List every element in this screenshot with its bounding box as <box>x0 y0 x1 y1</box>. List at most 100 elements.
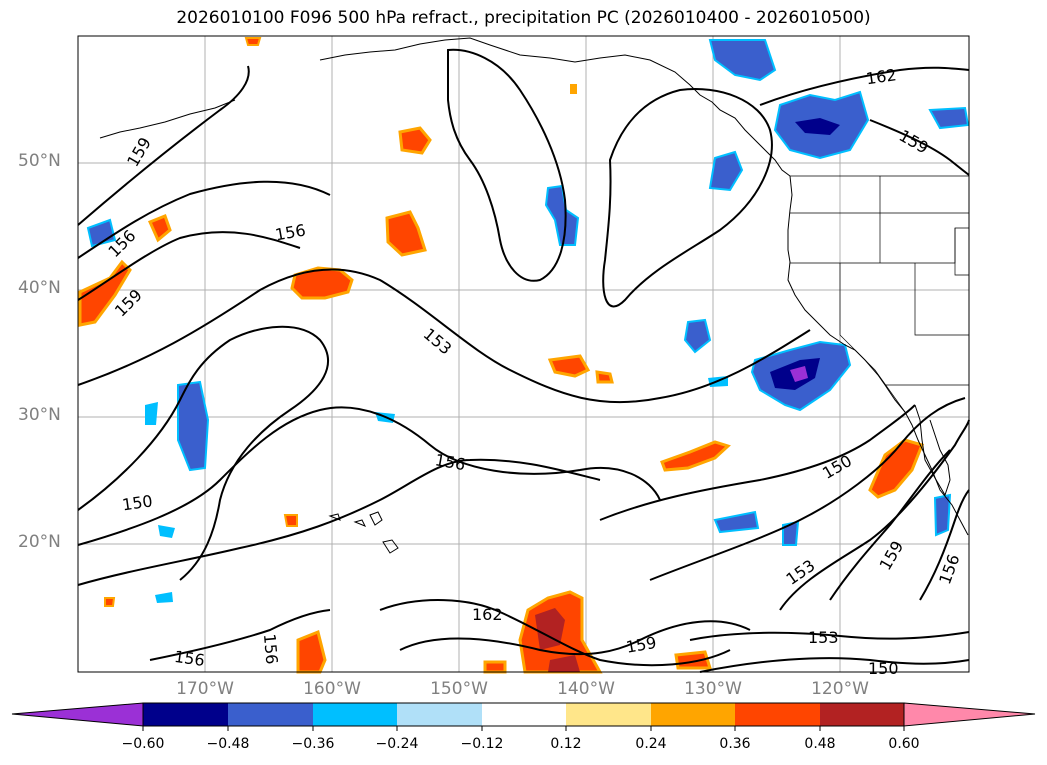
colorbar-swatch <box>651 703 735 726</box>
baja-coast <box>914 404 951 497</box>
colorbar-tick-label: −0.24 <box>375 736 419 752</box>
colorbar <box>11 702 1036 731</box>
contour-153-bottom <box>689 631 970 641</box>
colorbar-tick-label: −0.48 <box>206 736 250 752</box>
alaska-coast <box>319 37 791 177</box>
precip-patch-vancouver <box>708 150 744 192</box>
contour-loop-central <box>602 88 773 308</box>
contour-156-bottom <box>149 609 331 661</box>
contour-label: 153 <box>808 628 839 647</box>
contour-156-se <box>919 489 970 601</box>
contour-label: 150 <box>868 659 899 678</box>
colorbar-swatch <box>397 703 482 726</box>
contour-159-se <box>829 449 951 601</box>
colorbar-swatch <box>482 703 566 726</box>
contour-label: 162 <box>472 605 503 624</box>
precip-patch-nw-canada <box>708 39 777 82</box>
contour-label: 162 <box>865 65 898 88</box>
precip-patch-30n-small <box>145 402 158 425</box>
precip-patch-west-edge <box>78 259 132 327</box>
colorbar-ticks <box>142 726 905 731</box>
colorbar-tick-label: 0.24 <box>635 736 667 752</box>
precip-patch-30n <box>177 380 210 472</box>
contour-label: 156 <box>260 633 282 665</box>
precip-patch-tiny4 <box>570 84 577 94</box>
lat-label: 30°N <box>18 405 61 425</box>
colorbar-swatch <box>735 703 820 726</box>
precip-patch-south-mid <box>483 660 507 674</box>
precip-negative-areas <box>86 39 970 603</box>
contour-153-east <box>649 397 966 581</box>
contour-156-west <box>77 180 331 259</box>
precip-patch-north-pacific <box>398 126 432 155</box>
colorbar-tick-label: −0.36 <box>291 736 335 752</box>
map-frame <box>77 35 970 673</box>
precip-patch-baja <box>868 438 925 499</box>
lon-label: 170°W <box>176 679 234 699</box>
colorbar-tick-label: 0.36 <box>719 736 751 752</box>
colorbar-swatch <box>903 702 1036 727</box>
contour-label: 156 <box>173 647 206 670</box>
precip-patch-subtropical <box>660 440 731 472</box>
contour-156-center <box>77 325 330 581</box>
colorbar-tick-label: 0.12 <box>550 736 582 752</box>
lon-label: 120°W <box>811 679 869 699</box>
precip-patch-mid-pacific <box>385 210 427 257</box>
precip-patch-tiny1 <box>283 514 298 527</box>
figure-title: 2026010100 F096 500 hPa refract., precip… <box>176 8 871 28</box>
precip-core-south <box>535 608 565 650</box>
hawaii-islands <box>328 511 399 554</box>
precip-patch-east-pacific2 <box>595 370 614 384</box>
contour-156-south <box>77 458 601 586</box>
precip-patch-west-small <box>147 214 172 243</box>
precip-patch-east-pacific <box>547 354 591 378</box>
lon-label: 160°W <box>303 679 361 699</box>
colorbar-tick-label: −0.60 <box>121 736 165 752</box>
contour-159-ne <box>869 119 970 176</box>
state-borders <box>790 175 969 413</box>
precip-patch-sw-coast <box>933 493 952 537</box>
colorbar-swatch <box>313 703 397 726</box>
precip-patch-tiny2 <box>104 597 116 607</box>
colorbar-swatch <box>820 703 904 726</box>
contour-159-west <box>77 231 301 301</box>
precip-patch-central <box>713 510 760 534</box>
colorbar-tick-label: −0.12 <box>460 736 504 752</box>
precip-patch-tiny3 <box>244 37 262 46</box>
colorbar-frame <box>142 702 905 727</box>
precip-patch-small2 <box>155 592 173 603</box>
colorbar-swatch <box>228 703 313 726</box>
lat-label: 20°N <box>18 532 61 552</box>
precip-patch-west <box>86 218 117 248</box>
precip-core-south2 <box>548 655 580 672</box>
contour-162-ne <box>759 66 970 106</box>
colorbar-swatch <box>143 703 228 726</box>
precip-patch-small1 <box>158 525 175 538</box>
precip-patch-south-west <box>296 629 327 674</box>
precip-patch-bc2 <box>928 106 970 130</box>
lon-label: 140°W <box>557 679 615 699</box>
lon-label: 130°W <box>684 679 742 699</box>
refractivity-contours <box>77 48 970 673</box>
contour-159-south <box>399 620 751 656</box>
lat-label: 50°N <box>18 151 61 171</box>
colorbar-tick-label: 0.48 <box>804 736 836 752</box>
contour-150-west <box>77 406 661 546</box>
contour-label: 150 <box>121 491 154 514</box>
contour-159-north <box>77 65 250 226</box>
colorbar-swatch <box>11 702 144 727</box>
lon-label: 150°W <box>430 679 488 699</box>
contour-162 <box>379 599 731 667</box>
precip-patch-oregon <box>683 318 712 354</box>
aleutian-arc <box>99 99 236 139</box>
contour-loop-north <box>447 48 567 282</box>
contour-150-east <box>599 404 916 521</box>
precip-purple-california <box>790 366 808 382</box>
contour-153-south-east <box>779 419 970 611</box>
colorbar-swatch <box>566 703 651 726</box>
lat-label: 40°N <box>18 278 61 298</box>
precip-core-bc <box>795 118 840 135</box>
colorbar-tick-label: 0.60 <box>888 736 920 752</box>
contour-153-main <box>77 268 811 404</box>
